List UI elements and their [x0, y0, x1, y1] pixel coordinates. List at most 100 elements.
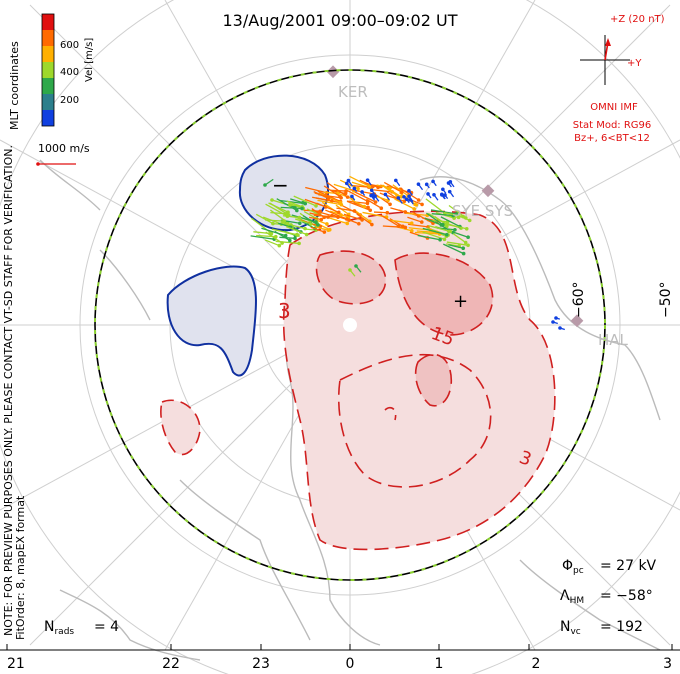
velocity-vector	[390, 207, 406, 213]
positive-cell-core	[394, 252, 494, 336]
velocity-vector-origin	[288, 203, 292, 207]
velocity-vector	[431, 213, 454, 217]
lat-label-60: −60°	[571, 281, 587, 318]
velocity-vector-origin	[467, 218, 472, 223]
velocity-vector	[310, 226, 325, 233]
velocity-vector	[275, 240, 300, 245]
velocity-vector-origin	[554, 316, 558, 320]
velocity-vector-origin	[403, 210, 408, 214]
velocity-vector-origin	[416, 198, 421, 202]
velocity-vector-origin	[403, 225, 408, 230]
stat-phi-pc-value: = 27 kV	[600, 558, 657, 574]
colorbar-label: Vel [m/s]	[84, 38, 95, 82]
velocity-vector-origin	[296, 233, 300, 237]
velocity-vector-origin	[383, 192, 388, 197]
page-title: 13/Aug/2001 09:00–09:02 UT	[223, 11, 458, 30]
velocity-vector-origin	[354, 264, 358, 268]
svg-text:Φpc: Φpc	[562, 558, 584, 576]
velocity-vector-origin	[466, 235, 470, 240]
velocity-vector-origin	[343, 191, 348, 196]
velocity-vector-origin	[316, 223, 320, 227]
velocity-vector-origin	[338, 194, 342, 199]
velocity-vector	[325, 209, 347, 220]
velocity-vector-origin	[558, 326, 562, 330]
velocity-vector-origin	[273, 234, 278, 239]
velocity-vector	[282, 215, 300, 219]
velocity-vector-origin	[322, 230, 327, 234]
lat-label-50: −50°	[658, 281, 674, 318]
velocity-vector	[412, 211, 434, 224]
velocity-vector	[278, 222, 291, 228]
velocity-vector-origin	[336, 215, 340, 219]
velocity-vector-origin	[326, 196, 331, 201]
velocity-vector	[352, 199, 365, 208]
velocity-vector	[417, 234, 441, 241]
mlt-tick-label: 22	[162, 656, 180, 672]
velocity-vector	[274, 230, 291, 241]
velocity-vector-origin	[453, 227, 457, 232]
colorbar-band	[42, 78, 54, 94]
mlt-ticks	[6, 644, 673, 650]
mlt-tick-label: 1	[435, 656, 444, 672]
velocity-vector	[305, 186, 327, 194]
velocity-vector-origin	[441, 222, 445, 227]
velocity-vector-origin	[409, 228, 414, 233]
velocity-vector	[434, 216, 447, 225]
velocity-vector	[313, 191, 329, 200]
velocity-vector-origin	[288, 238, 292, 243]
mlt-tick-label: 23	[252, 656, 270, 672]
velocity-vector-origin	[352, 186, 357, 191]
velocity-vector	[425, 198, 446, 214]
velocity-vector	[390, 219, 412, 224]
velocity-vector-origin	[396, 224, 401, 228]
velocity-vector	[323, 185, 341, 198]
velocity-vector	[315, 226, 329, 231]
velocity-vector	[446, 241, 469, 246]
velocity-vector-origin	[286, 213, 291, 217]
velocity-vector-origin	[293, 236, 297, 241]
contour-label: 3	[278, 299, 291, 323]
velocity-vector-origin	[303, 226, 307, 231]
velocity-vector	[293, 195, 317, 207]
stat-lambda-hm-value: = −58°	[600, 588, 653, 604]
velocity-vector	[336, 207, 355, 212]
velocity-vector-origin	[348, 268, 352, 272]
imf-source: OMNI IMF	[590, 102, 638, 113]
velocity-vector	[303, 211, 317, 220]
velocity-vector-origin	[365, 178, 370, 182]
velocity-vector	[416, 230, 438, 234]
velocity-vector-origin	[295, 208, 299, 213]
colorbar-band	[42, 94, 54, 110]
velocity-vector	[430, 209, 457, 215]
velocity-vector	[343, 213, 363, 221]
mlt-tick-label: 2	[532, 656, 541, 672]
velocity-vector	[364, 182, 379, 188]
velocity-vector-origin	[362, 204, 367, 209]
velocity-vector-origin	[263, 183, 267, 187]
velocity-vector-origin	[344, 181, 349, 186]
velocity-vectors	[250, 175, 565, 331]
velocity-vector-origin	[329, 199, 334, 203]
velocity-vector	[426, 212, 444, 226]
velocity-vector	[428, 225, 451, 233]
velocity-vector-origin	[325, 222, 329, 226]
colorbar-tick: 200	[60, 95, 79, 106]
velocity-vector	[422, 227, 447, 236]
velocity-vector-origin	[466, 243, 470, 248]
velocity-vector	[383, 181, 403, 193]
velocity-vector	[264, 239, 280, 247]
svg-text:ΛHM: ΛHM	[560, 588, 584, 606]
velocity-vector	[349, 175, 370, 187]
velocity-vector-origin	[379, 206, 384, 211]
velocity-vector	[302, 215, 319, 226]
velocity-vector-origin	[461, 246, 465, 251]
velocity-vector-origin	[441, 187, 445, 192]
velocity-vector-origin	[293, 205, 297, 210]
velocity-vector-origin	[424, 182, 429, 187]
velocity-vector-origin	[443, 193, 447, 197]
velocity-vector-origin	[551, 320, 555, 324]
velocity-vector	[290, 198, 304, 204]
velocity-vector-origin	[407, 188, 411, 193]
velocity-vector-origin	[283, 233, 288, 238]
